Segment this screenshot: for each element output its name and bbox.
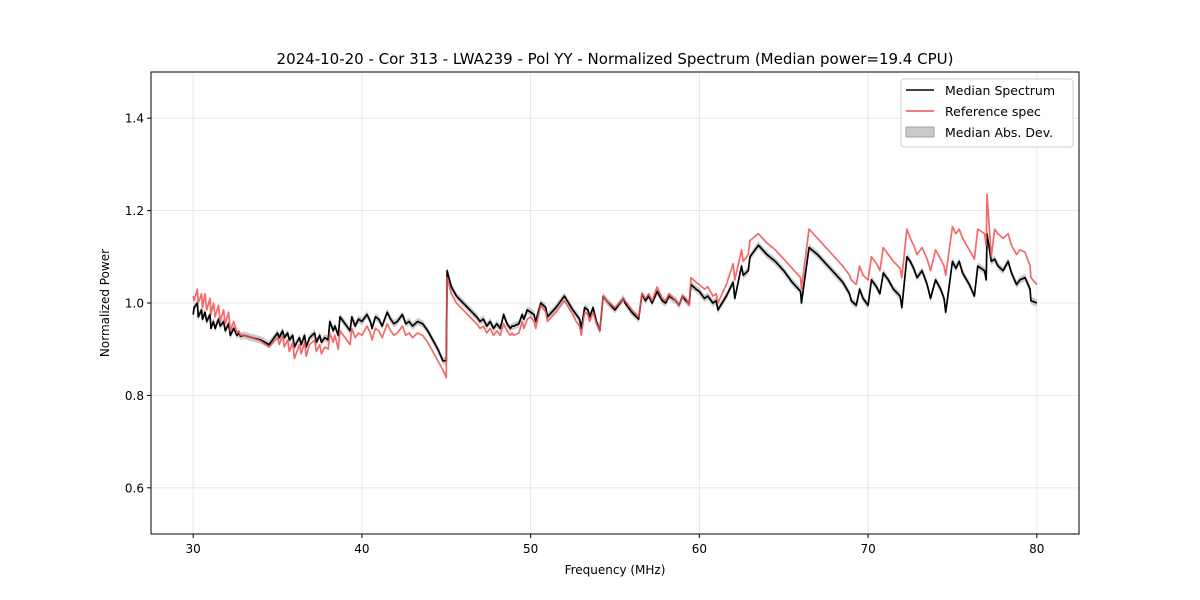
reference-spec-line xyxy=(192,193,1038,379)
y-tick-label: 0.6 xyxy=(125,481,144,495)
x-tick-label: 30 xyxy=(186,542,201,556)
x-tick-label: 70 xyxy=(860,542,875,556)
y-tick-label: 1.4 xyxy=(125,112,144,126)
x-tick-label: 50 xyxy=(523,542,538,556)
series-layer xyxy=(192,193,1038,379)
legend-label-median: Median Spectrum xyxy=(945,83,1055,98)
ticks: 30 40 50 60 70 80 0.6 0.8 1.0 1.2 1.4 xyxy=(125,112,1045,556)
y-axis-label: Normalized Power xyxy=(98,249,112,357)
x-axis-label: Frequency (MHz) xyxy=(565,563,666,577)
chart-title: 2024-10-20 - Cor 313 - LWA239 - Pol YY -… xyxy=(277,50,954,68)
y-tick-label: 1.2 xyxy=(125,204,144,218)
y-tick-label: 1.0 xyxy=(125,297,144,311)
median-spectrum-line xyxy=(192,232,1038,362)
x-tick-label: 80 xyxy=(1029,542,1044,556)
legend: Median Spectrum Reference spec Median Ab… xyxy=(900,78,1074,148)
legend-box xyxy=(900,78,1074,148)
legend-swatch-mad xyxy=(905,126,935,138)
legend-label-reference: Reference spec xyxy=(945,104,1041,119)
y-tick-label: 0.8 xyxy=(125,389,144,403)
x-tick-label: 60 xyxy=(692,542,707,556)
x-tick-label: 40 xyxy=(354,542,369,556)
legend-label-mad: Median Abs. Dev. xyxy=(945,125,1053,140)
